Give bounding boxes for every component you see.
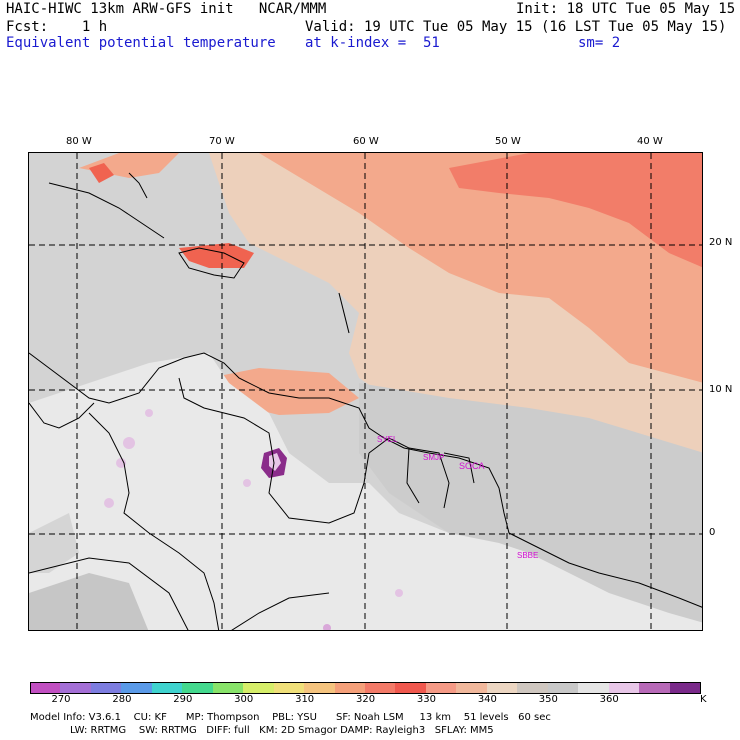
- colorbar-tick-label: 280: [112, 694, 132, 705]
- colorbar-swatch: [365, 682, 397, 694]
- colorbar-swatch: [456, 682, 488, 694]
- colorbar-swatch: [304, 682, 336, 694]
- borders: [29, 377, 475, 630]
- hispaniola-hot: [179, 243, 254, 268]
- colorbar-tick-label: 330: [416, 694, 436, 705]
- colorbar-swatch: [486, 682, 519, 694]
- colorbar-tick-label: 340: [477, 694, 497, 705]
- station-soca-label: SOCA: [459, 461, 485, 471]
- colorbar-swatch: [151, 682, 184, 694]
- colorbar-swatch: [182, 682, 214, 694]
- colorbar-swatch: [669, 682, 701, 694]
- colorbar-swatch: [212, 682, 245, 694]
- high-theta-region: [449, 153, 702, 268]
- station-sbbe-label: SBBE: [517, 551, 538, 560]
- lon-label-80w: 80 W: [66, 136, 92, 147]
- lat-lon-grid: [29, 153, 702, 630]
- colorbar-tick-label: 320: [356, 694, 376, 705]
- smoothing-info: sm= 2: [578, 35, 621, 51]
- colorbar-swatch: [30, 682, 62, 694]
- lon-label-70w: 70 W: [209, 136, 235, 147]
- lat-label-20n: 20 N: [709, 237, 733, 248]
- model-info-line2: LW: RRTMG SW: RRTMG DIFF: full KM: 2D Sm…: [70, 725, 494, 736]
- light-field: [29, 353, 702, 630]
- colorbar-tick-label: 360: [599, 694, 619, 705]
- lon-label-40w: 40 W: [637, 136, 663, 147]
- colorbar-tick-label: 350: [538, 694, 558, 705]
- colorbar-swatch: [243, 682, 275, 694]
- station-syu-label: SYEL: [377, 435, 398, 444]
- map-canvas: SYEL SMJP SOCA SBBE: [29, 153, 702, 630]
- colorbar-swatch: [425, 682, 458, 694]
- colorbar-swatch: [608, 682, 641, 694]
- colorbar-swatch: [90, 682, 123, 694]
- theta-e-map[interactable]: SYEL SMJP SOCA SBBE: [28, 152, 703, 631]
- lon-label-60w: 60 W: [353, 136, 379, 147]
- colorbar-tick-label: 290: [173, 694, 193, 705]
- colorbar-swatch: [60, 682, 92, 694]
- colorbar-swatch: [547, 682, 580, 694]
- model-info-line1: Model Info: V3.6.1 CU: KF MP: Thompson P…: [30, 712, 551, 723]
- level-info: at k-index = 51: [305, 35, 440, 51]
- field-name: Equivalent potential temperature: [6, 35, 276, 51]
- colorbar-swatch: [639, 682, 671, 694]
- colorbar-swatch: [578, 682, 610, 694]
- lon-label-50w: 50 W: [495, 136, 521, 147]
- colorbar-swatch: [121, 682, 153, 694]
- valid-time: Valid: 19 UTC Tue 05 May 15 (16 LST Tue …: [305, 19, 727, 35]
- station-smjp-label: SMJP: [423, 453, 444, 462]
- lat-label-0: 0: [709, 527, 716, 538]
- colorbar-swatch: [395, 682, 427, 694]
- colorbar-swatch: [334, 682, 366, 694]
- colorbar-swatch: [517, 682, 549, 694]
- salmon-region: [259, 153, 702, 383]
- colorbar-tick-label: 310: [295, 694, 315, 705]
- colorbar-unit: K: [700, 694, 707, 705]
- lat-label-10n: 10 N: [709, 384, 733, 395]
- colorbar-tick-label: 270: [51, 694, 71, 705]
- colorbar-tick-label: 300: [234, 694, 254, 705]
- model-title: HAIC-HIWC 13km ARW-GFS init NCAR/MMM: [6, 1, 327, 17]
- colorbar-swatch: [273, 682, 306, 694]
- coastlines: [29, 172, 702, 608]
- forecast-hour: Fcst: 1 h: [6, 19, 108, 35]
- init-time: Init: 18 UTC Tue 05 May 15: [516, 1, 736, 17]
